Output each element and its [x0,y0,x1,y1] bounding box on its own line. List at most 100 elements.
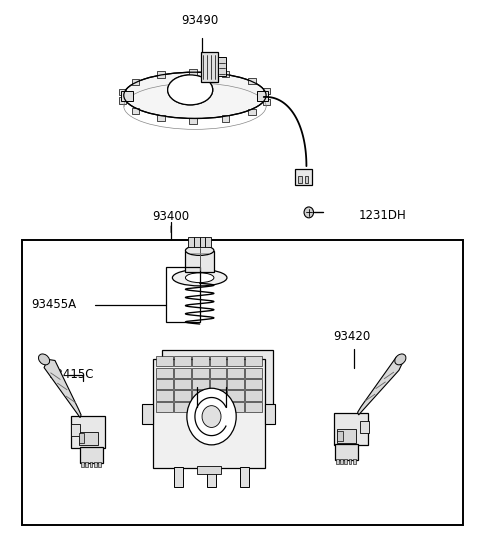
Bar [304,177,308,183]
Bar [142,404,154,424]
Bar [156,402,173,412]
Bar [174,379,191,389]
Bar [245,356,262,366]
Bar [240,466,250,487]
Bar [119,89,126,96]
Bar [228,367,244,378]
Bar [336,459,339,464]
Ellipse shape [180,83,200,97]
Ellipse shape [168,75,213,105]
Circle shape [202,406,221,427]
Bar [205,238,211,248]
Bar [228,402,244,412]
Bar [94,462,96,467]
Bar [228,356,244,366]
Bar [263,87,270,94]
Bar [174,390,191,401]
Bar [156,390,173,401]
Ellipse shape [185,273,214,283]
Bar [79,433,84,443]
Bar [348,459,351,464]
Text: 1231DH: 1231DH [359,209,407,222]
Bar [80,447,103,463]
Circle shape [304,207,313,218]
Bar [207,466,216,487]
Bar [174,402,191,412]
Bar [265,404,276,424]
Bar [71,416,105,448]
Ellipse shape [38,354,49,365]
Polygon shape [358,356,402,415]
Bar [22,240,463,525]
Bar [210,356,227,366]
Bar [210,390,227,401]
Bar [188,238,194,248]
Bar [185,250,214,272]
Bar [132,79,139,85]
Bar [210,402,227,412]
Bar [192,367,209,378]
Bar [228,379,244,389]
Bar [157,115,165,122]
Bar [132,108,139,114]
Bar [228,390,244,401]
Ellipse shape [124,72,266,118]
Bar [201,52,218,82]
Bar [156,379,173,389]
Bar [353,459,356,464]
Bar [340,459,343,464]
Bar [335,444,358,460]
Bar [90,462,93,467]
Bar [263,98,270,105]
Bar [119,97,126,104]
Bar [257,91,268,101]
Bar [156,367,173,378]
Bar [192,402,209,412]
Bar [174,367,191,378]
Bar [248,78,256,84]
Bar [121,91,133,101]
Bar [174,466,183,487]
Text: 93420: 93420 [333,330,370,343]
Bar [174,356,191,366]
Bar [337,429,356,443]
Bar [245,402,262,412]
Bar [98,462,101,467]
Text: 93400: 93400 [153,210,190,223]
Text: 93455A: 93455A [31,299,76,311]
Bar [85,462,88,467]
Bar [166,267,200,322]
Bar [79,432,97,446]
Bar [197,465,221,474]
Bar [156,356,173,366]
Ellipse shape [395,354,406,365]
Bar [81,462,84,467]
Bar [192,390,209,401]
Bar [194,238,200,248]
Ellipse shape [185,246,214,255]
Ellipse shape [168,75,213,105]
Circle shape [187,388,236,445]
Bar [192,356,209,366]
Text: 93490: 93490 [181,14,218,28]
Bar [222,71,229,78]
Bar [344,459,347,464]
Text: 93415C: 93415C [48,368,93,381]
Bar [222,116,229,122]
Bar [192,379,209,389]
Bar [295,169,312,185]
Bar [334,413,368,445]
Ellipse shape [172,270,227,286]
Bar [71,424,80,436]
Bar [245,390,262,401]
Bar [245,379,262,389]
Bar [299,177,302,183]
Bar [360,421,369,433]
Bar [218,57,226,76]
Bar [189,118,197,124]
Polygon shape [44,359,81,417]
Bar [248,109,256,115]
Bar [245,367,262,378]
Bar [210,367,227,378]
Bar [337,431,343,441]
